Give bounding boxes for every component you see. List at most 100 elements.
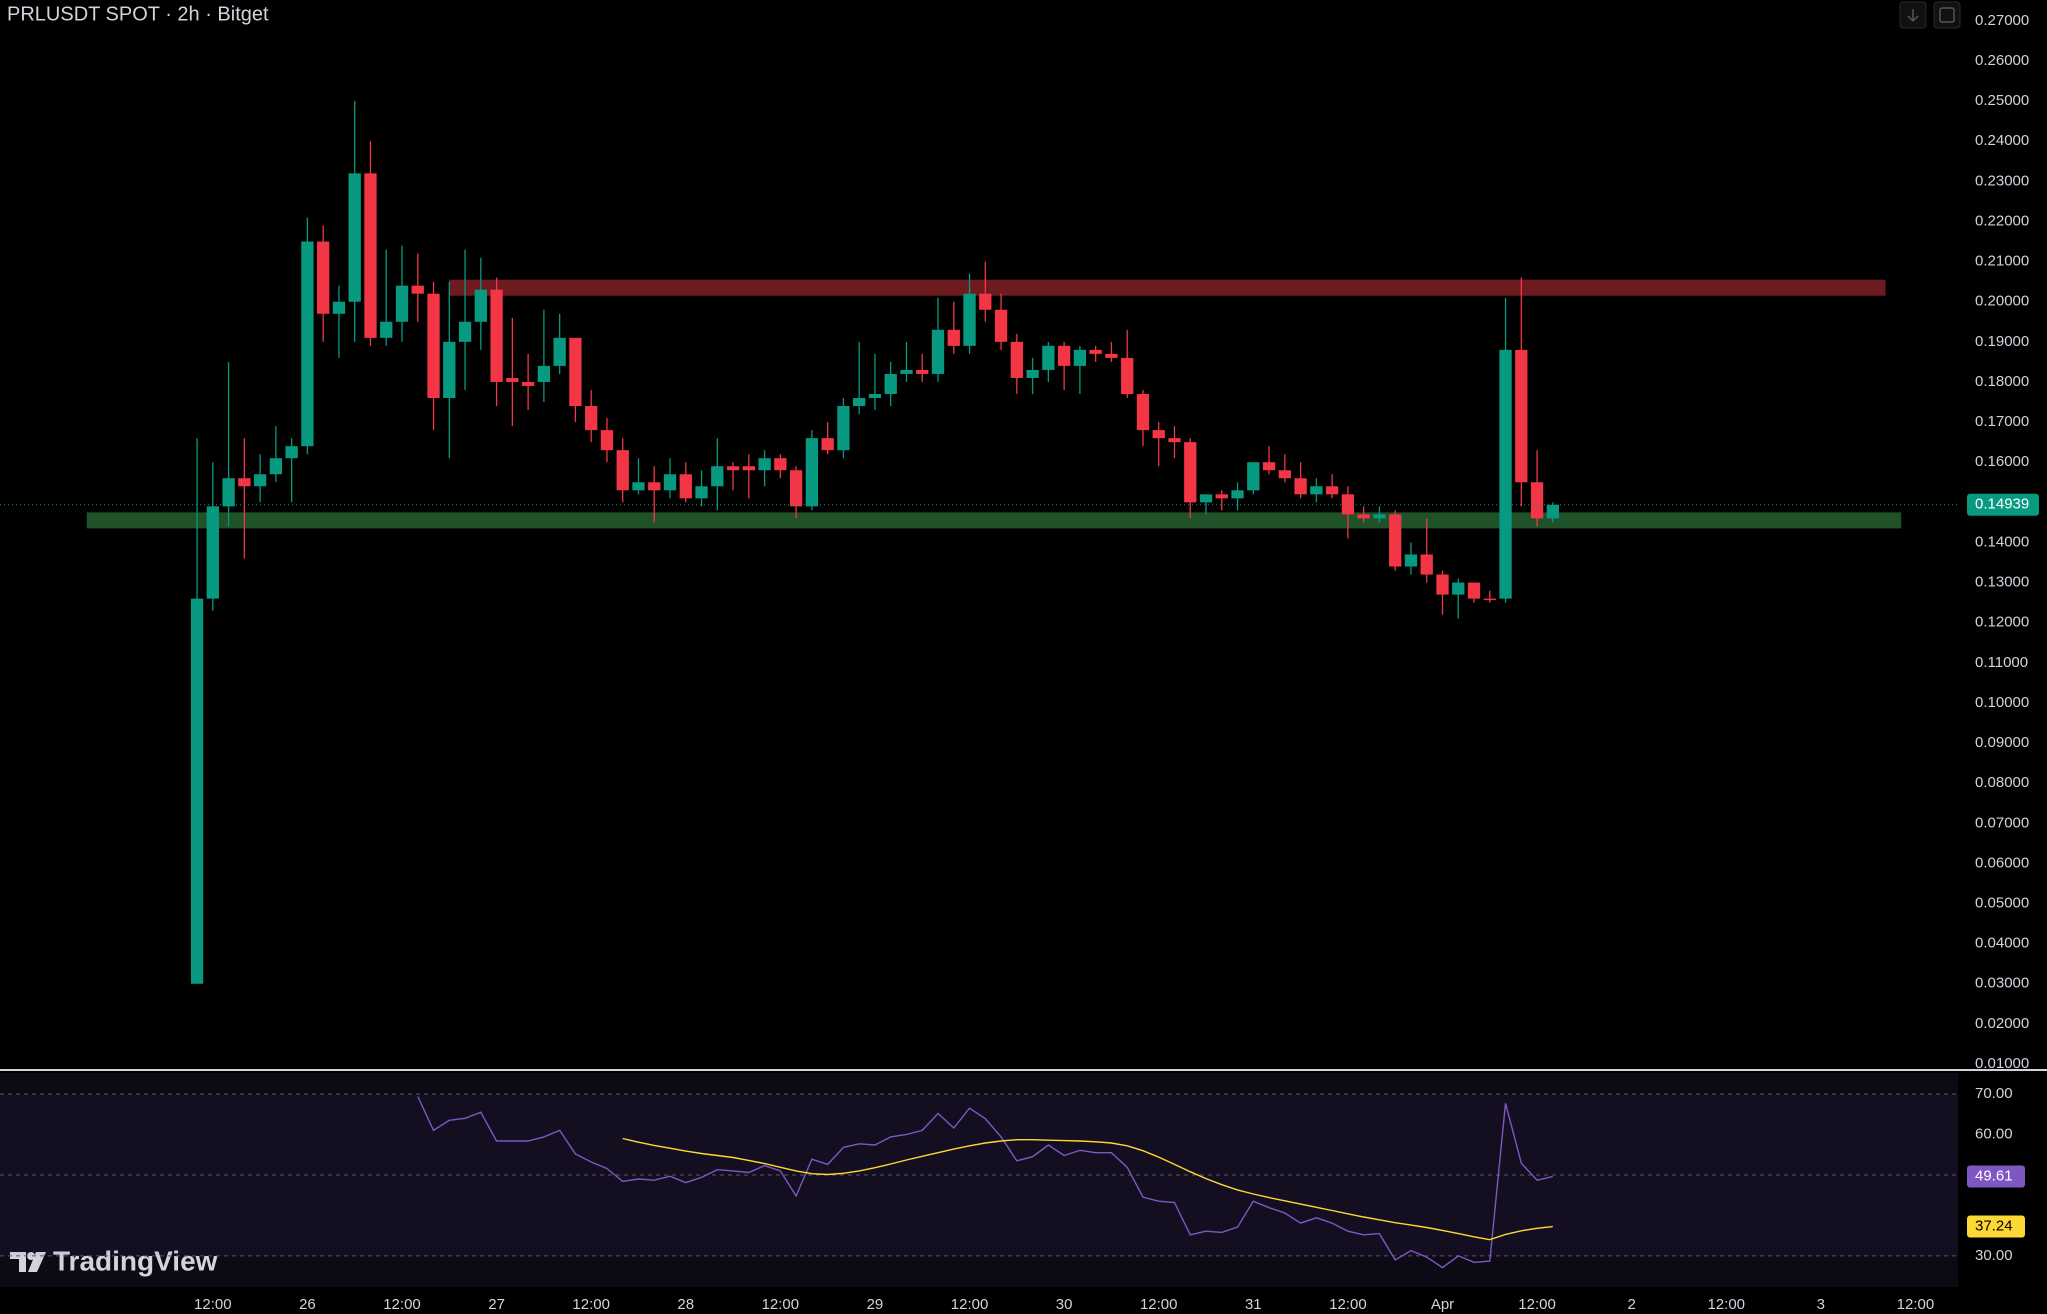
candle-body bbox=[1515, 349, 1528, 483]
candle-body bbox=[1341, 494, 1355, 515]
y-tick-label: 0.17000 bbox=[1975, 413, 2029, 430]
candle-body bbox=[222, 478, 235, 507]
x-tick-label: 12:00 bbox=[1329, 1296, 1367, 1313]
candle-body bbox=[1546, 504, 1559, 519]
y-tick-label: 0.23000 bbox=[1975, 172, 2029, 189]
y-tick-label: 0.16000 bbox=[1975, 453, 2029, 470]
logo-bar bbox=[10, 1252, 26, 1272]
chart-title: PRLUSDT SPOT · 2h · Bitget bbox=[7, 3, 269, 25]
y-tick-label: 0.02000 bbox=[1975, 1015, 2029, 1032]
toolbar[interactable] bbox=[1899, 1, 1961, 29]
indicator-value-label: 37.24 bbox=[1975, 1218, 2013, 1235]
y-tick-label: 0.10000 bbox=[1975, 694, 2029, 711]
indicator-value-box bbox=[1967, 1165, 2025, 1188]
y-tick-label: 0.25000 bbox=[1975, 92, 2029, 109]
candle-body bbox=[632, 482, 645, 491]
indicator-value-box bbox=[1967, 1215, 2025, 1238]
indicator-value-label: 49.61 bbox=[1975, 1167, 2013, 1184]
y-tick-label: 0.07000 bbox=[1975, 814, 2029, 831]
candle-body bbox=[1105, 353, 1118, 358]
candle-body bbox=[1278, 470, 1291, 479]
y-tick-label: 70.00 bbox=[1975, 1085, 2013, 1102]
candle-body bbox=[711, 466, 724, 487]
y-tick-label: 0.12000 bbox=[1975, 614, 2029, 631]
x-tick-label: 12:00 bbox=[1707, 1296, 1745, 1313]
candle-body bbox=[411, 285, 424, 294]
watermark-logo bbox=[10, 1252, 46, 1272]
candle-body bbox=[900, 369, 913, 374]
candle-body bbox=[868, 394, 882, 399]
candle-body bbox=[1121, 357, 1134, 395]
x-tick-label: 3 bbox=[1817, 1296, 1825, 1313]
candle-body bbox=[190, 598, 204, 984]
candle-body bbox=[679, 474, 692, 499]
x-tick-label: 12:00 bbox=[572, 1296, 610, 1313]
x-tick-label: 29 bbox=[867, 1296, 884, 1313]
fullscreen-button[interactable] bbox=[1933, 1, 1961, 29]
candle-body bbox=[269, 458, 283, 475]
candle-body bbox=[774, 458, 787, 471]
candle-body bbox=[1073, 349, 1087, 366]
candle-body bbox=[1010, 341, 1023, 378]
x-tick-label: 31 bbox=[1245, 1296, 1262, 1313]
logo-dot bbox=[27, 1252, 35, 1260]
rsi-pane bbox=[0, 1073, 1958, 1287]
x-tick-label: 12:00 bbox=[1897, 1296, 1935, 1313]
y-tick-label: 0.24000 bbox=[1975, 132, 2029, 149]
candle-body bbox=[916, 369, 929, 374]
candle-body bbox=[616, 450, 629, 491]
candle-body bbox=[380, 321, 393, 338]
candle-body bbox=[758, 458, 771, 471]
candle-body bbox=[1136, 394, 1150, 431]
candle-body bbox=[474, 289, 487, 322]
y-tick-label: 60.00 bbox=[1975, 1125, 2013, 1142]
y-tick-label: 0.26000 bbox=[1975, 52, 2029, 69]
candle-body bbox=[1499, 349, 1512, 599]
candle-body bbox=[317, 241, 330, 314]
y-tick-label: 30.00 bbox=[1975, 1247, 2013, 1264]
candle-body bbox=[521, 381, 535, 386]
candle-body bbox=[1452, 582, 1465, 595]
candle-body bbox=[1420, 554, 1433, 575]
x-tick-label: 12:00 bbox=[194, 1296, 232, 1313]
scroll-icon bbox=[1907, 9, 1919, 23]
candle-body bbox=[726, 466, 740, 471]
candle-body bbox=[553, 337, 566, 366]
zone bbox=[86, 512, 1902, 529]
x-tick-label: 28 bbox=[677, 1296, 694, 1313]
candle-body bbox=[1057, 345, 1071, 366]
x-tick-label: 2 bbox=[1627, 1296, 1635, 1313]
candle-body bbox=[789, 470, 803, 507]
x-tick-label: 26 bbox=[299, 1296, 316, 1313]
candle-body bbox=[537, 365, 551, 382]
candle-body bbox=[364, 173, 377, 338]
candle-body bbox=[1310, 486, 1323, 495]
candle-body bbox=[1184, 442, 1197, 503]
x-tick-label: 27 bbox=[488, 1296, 505, 1313]
candle-body bbox=[648, 482, 661, 491]
y-tick-label: 0.19000 bbox=[1975, 333, 2029, 350]
candle-body bbox=[238, 478, 251, 487]
last-price-box bbox=[1967, 493, 2039, 516]
candle-body bbox=[490, 289, 503, 382]
x-tick-label: 12:00 bbox=[1140, 1296, 1178, 1313]
candle-body bbox=[963, 293, 976, 346]
candle-body bbox=[301, 241, 314, 447]
last-price-label: 0.14939 bbox=[1975, 496, 2029, 513]
candle-body bbox=[1483, 598, 1496, 601]
y-tick-label: 0.11000 bbox=[1975, 654, 2028, 671]
y-tick-label: 0.01000 bbox=[1975, 1055, 2029, 1072]
y-tick-label: 0.14000 bbox=[1975, 533, 2029, 550]
candle-body bbox=[1389, 514, 1402, 567]
candle-body bbox=[884, 373, 897, 395]
candle-body bbox=[1467, 582, 1481, 599]
candle-body bbox=[1152, 430, 1165, 439]
candle-body bbox=[1530, 482, 1544, 519]
x-tick-label: 12:00 bbox=[383, 1296, 421, 1313]
x-tick-label: Apr bbox=[1431, 1296, 1454, 1313]
candle-body bbox=[1168, 438, 1181, 443]
y-tick-label: 0.06000 bbox=[1975, 854, 2029, 871]
y-tick-label: 0.20000 bbox=[1975, 293, 2029, 310]
candle-body bbox=[931, 329, 945, 374]
